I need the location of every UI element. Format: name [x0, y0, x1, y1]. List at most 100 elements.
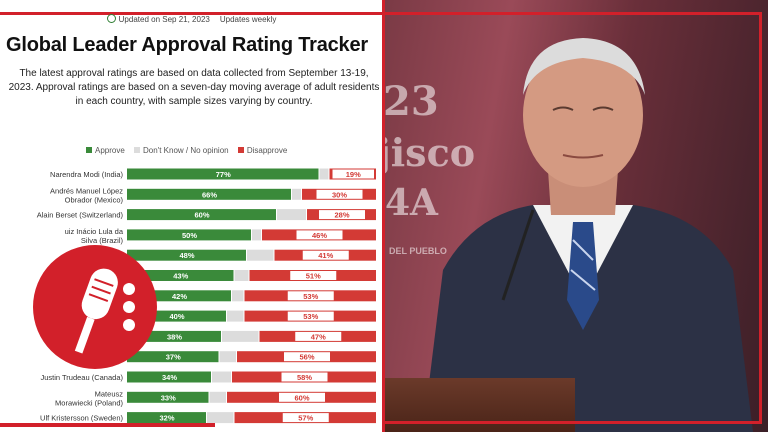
- value-label-disapprove: 47%: [311, 332, 326, 341]
- value-label-disapprove: 60%: [294, 393, 309, 402]
- value-label-bg: [284, 352, 330, 362]
- value-label-disapprove: 53%: [303, 292, 318, 301]
- bar-segment-approve: [127, 168, 319, 180]
- category-label: Ulf Kristersson (Sweden): [40, 414, 123, 423]
- chart-row: 40% 53%: [127, 310, 376, 322]
- backdrop-text-city: jisco: [383, 130, 476, 175]
- value-label-approve: 37%: [166, 353, 181, 362]
- bar-segment-approve: [127, 391, 209, 403]
- photo-panel: 23 jisco 4A DEL PUEBLO: [383, 0, 768, 432]
- value-label-bg: [290, 271, 337, 280]
- value-label-bg: [287, 291, 334, 301]
- chart-row: Ulf Kristersson (Sweden) 32% 57%: [40, 412, 376, 424]
- legend-label-no-opinion: Don't Know / No opinion: [143, 146, 229, 155]
- value-label-approve: 60%: [194, 211, 209, 220]
- value-label-approve: 33%: [161, 393, 176, 402]
- bar-segment-approve: [127, 290, 231, 302]
- bar-segment-no-opinion: [212, 371, 231, 383]
- value-label-bg: [302, 250, 349, 260]
- legend-item-no-opinion: Don't Know / No opinion: [134, 146, 229, 155]
- value-label-approve: 40%: [169, 312, 184, 321]
- bar-segment-no-opinion: [292, 188, 301, 200]
- chart-row: Alain Berset (Switzerland) 60% 28%: [37, 209, 376, 221]
- chart-row: Justin Trudeau (Canada) 34% 58%: [40, 371, 376, 383]
- value-label-approve: 48%: [179, 251, 194, 260]
- bar-segment-no-opinion: [207, 412, 234, 424]
- value-label-approve: 32%: [159, 414, 174, 423]
- backdrop-text-code: 4A: [385, 182, 438, 224]
- panel-top-border: [0, 12, 385, 15]
- bar-segment-no-opinion: [209, 391, 226, 403]
- bar-segment-no-opinion: [227, 310, 244, 322]
- bar-segment-no-opinion: [219, 351, 236, 363]
- backdrop-text-pueblo: DEL PUEBLO: [389, 246, 447, 256]
- bar-segment-approve: [127, 310, 226, 322]
- chart-row: 43% 51%: [127, 270, 376, 281]
- approval-chart: Narendra Modi (India) 77% 19% Andrés Manuel…: [37, 168, 376, 424]
- value-label-disapprove: 51%: [306, 272, 321, 281]
- bar-segment-approve: [127, 249, 246, 261]
- legend-swatch-approve: [86, 147, 92, 153]
- bar-segment-no-opinion: [247, 249, 274, 261]
- value-label-approve: 38%: [167, 332, 182, 341]
- value-label-bg: [287, 311, 334, 321]
- chart-row: 42% 53%: [127, 290, 376, 302]
- value-label-approve: 50%: [182, 231, 197, 240]
- value-label-disapprove: 56%: [299, 353, 314, 362]
- microphone-icon: [74, 268, 135, 354]
- value-label-approve: 34%: [162, 373, 177, 382]
- category-label: Alain Berset (Switzerland): [37, 211, 124, 220]
- page-title: Global Leader Approval Rating Tracker: [6, 34, 368, 56]
- update-info: Updated on Sep 21, 2023 Updates weekly: [0, 14, 383, 24]
- value-label-disapprove: 28%: [334, 211, 349, 220]
- bar-segment-no-opinion: [232, 290, 244, 302]
- bar-segment-approve: [127, 188, 291, 200]
- category-label: Morawiecki (Poland): [55, 398, 123, 407]
- bar-segment-approve: [127, 270, 234, 281]
- value-label-bg: [319, 210, 365, 220]
- category-label: Obrador (Mexico): [65, 195, 124, 204]
- legend-item-approve: Approve: [86, 146, 125, 155]
- value-label-bg: [296, 230, 343, 240]
- bar-segment-approve: [127, 209, 276, 221]
- value-label-disapprove: 53%: [303, 312, 318, 321]
- value-label-disapprove: 57%: [298, 414, 313, 423]
- clock-icon: [106, 14, 116, 23]
- bottom-red-accent: [0, 423, 215, 427]
- podium: [385, 378, 575, 432]
- value-label-bg: [295, 331, 342, 341]
- value-label-approve: 42%: [172, 292, 187, 301]
- bar-segment-approve: [127, 330, 221, 342]
- bar-segment-no-opinion: [222, 330, 259, 342]
- backdrop-text-year: 23: [383, 78, 439, 125]
- value-label-bg: [281, 372, 328, 382]
- category-label: uiz Inácio Lula da: [65, 227, 124, 236]
- chart-row: Narendra Modi (India) 77% 19%: [50, 168, 376, 180]
- bar-segment-no-opinion: [234, 270, 249, 281]
- bar-segment-no-opinion: [252, 229, 261, 241]
- value-label-disapprove: 30%: [332, 190, 347, 199]
- bar-segment-no-opinion: [277, 209, 306, 221]
- update-frequency: Updates weekly: [219, 15, 277, 24]
- value-label-bg: [282, 413, 329, 423]
- value-label-disapprove: 41%: [318, 251, 333, 260]
- category-label: Narendra Modi (India): [50, 170, 123, 179]
- podcast-mic-logo[interactable]: [33, 245, 157, 369]
- bar-segment-no-opinion: [319, 168, 329, 180]
- legend-label-approve: Approve: [95, 146, 125, 155]
- bar-segment-approve: [127, 229, 251, 241]
- chart-legend: Approve Don't Know / No opinion Disappro…: [86, 146, 294, 155]
- value-label-approve: 43%: [173, 272, 188, 281]
- bar-segment-approve: [127, 351, 219, 363]
- legend-swatch-no-opinion: [134, 147, 141, 153]
- legend-label-disapprove: Disapprove: [246, 146, 288, 155]
- category-label: Silva (Brazil): [81, 236, 124, 245]
- description: The latest approval ratings are based on…: [8, 68, 380, 107]
- value-label-disapprove: 19%: [346, 170, 361, 179]
- value-label-approve: 66%: [202, 190, 217, 199]
- bar-segment-approve: [127, 412, 206, 424]
- value-label-bg: [332, 169, 374, 179]
- legend-swatch-disapprove: [237, 147, 244, 153]
